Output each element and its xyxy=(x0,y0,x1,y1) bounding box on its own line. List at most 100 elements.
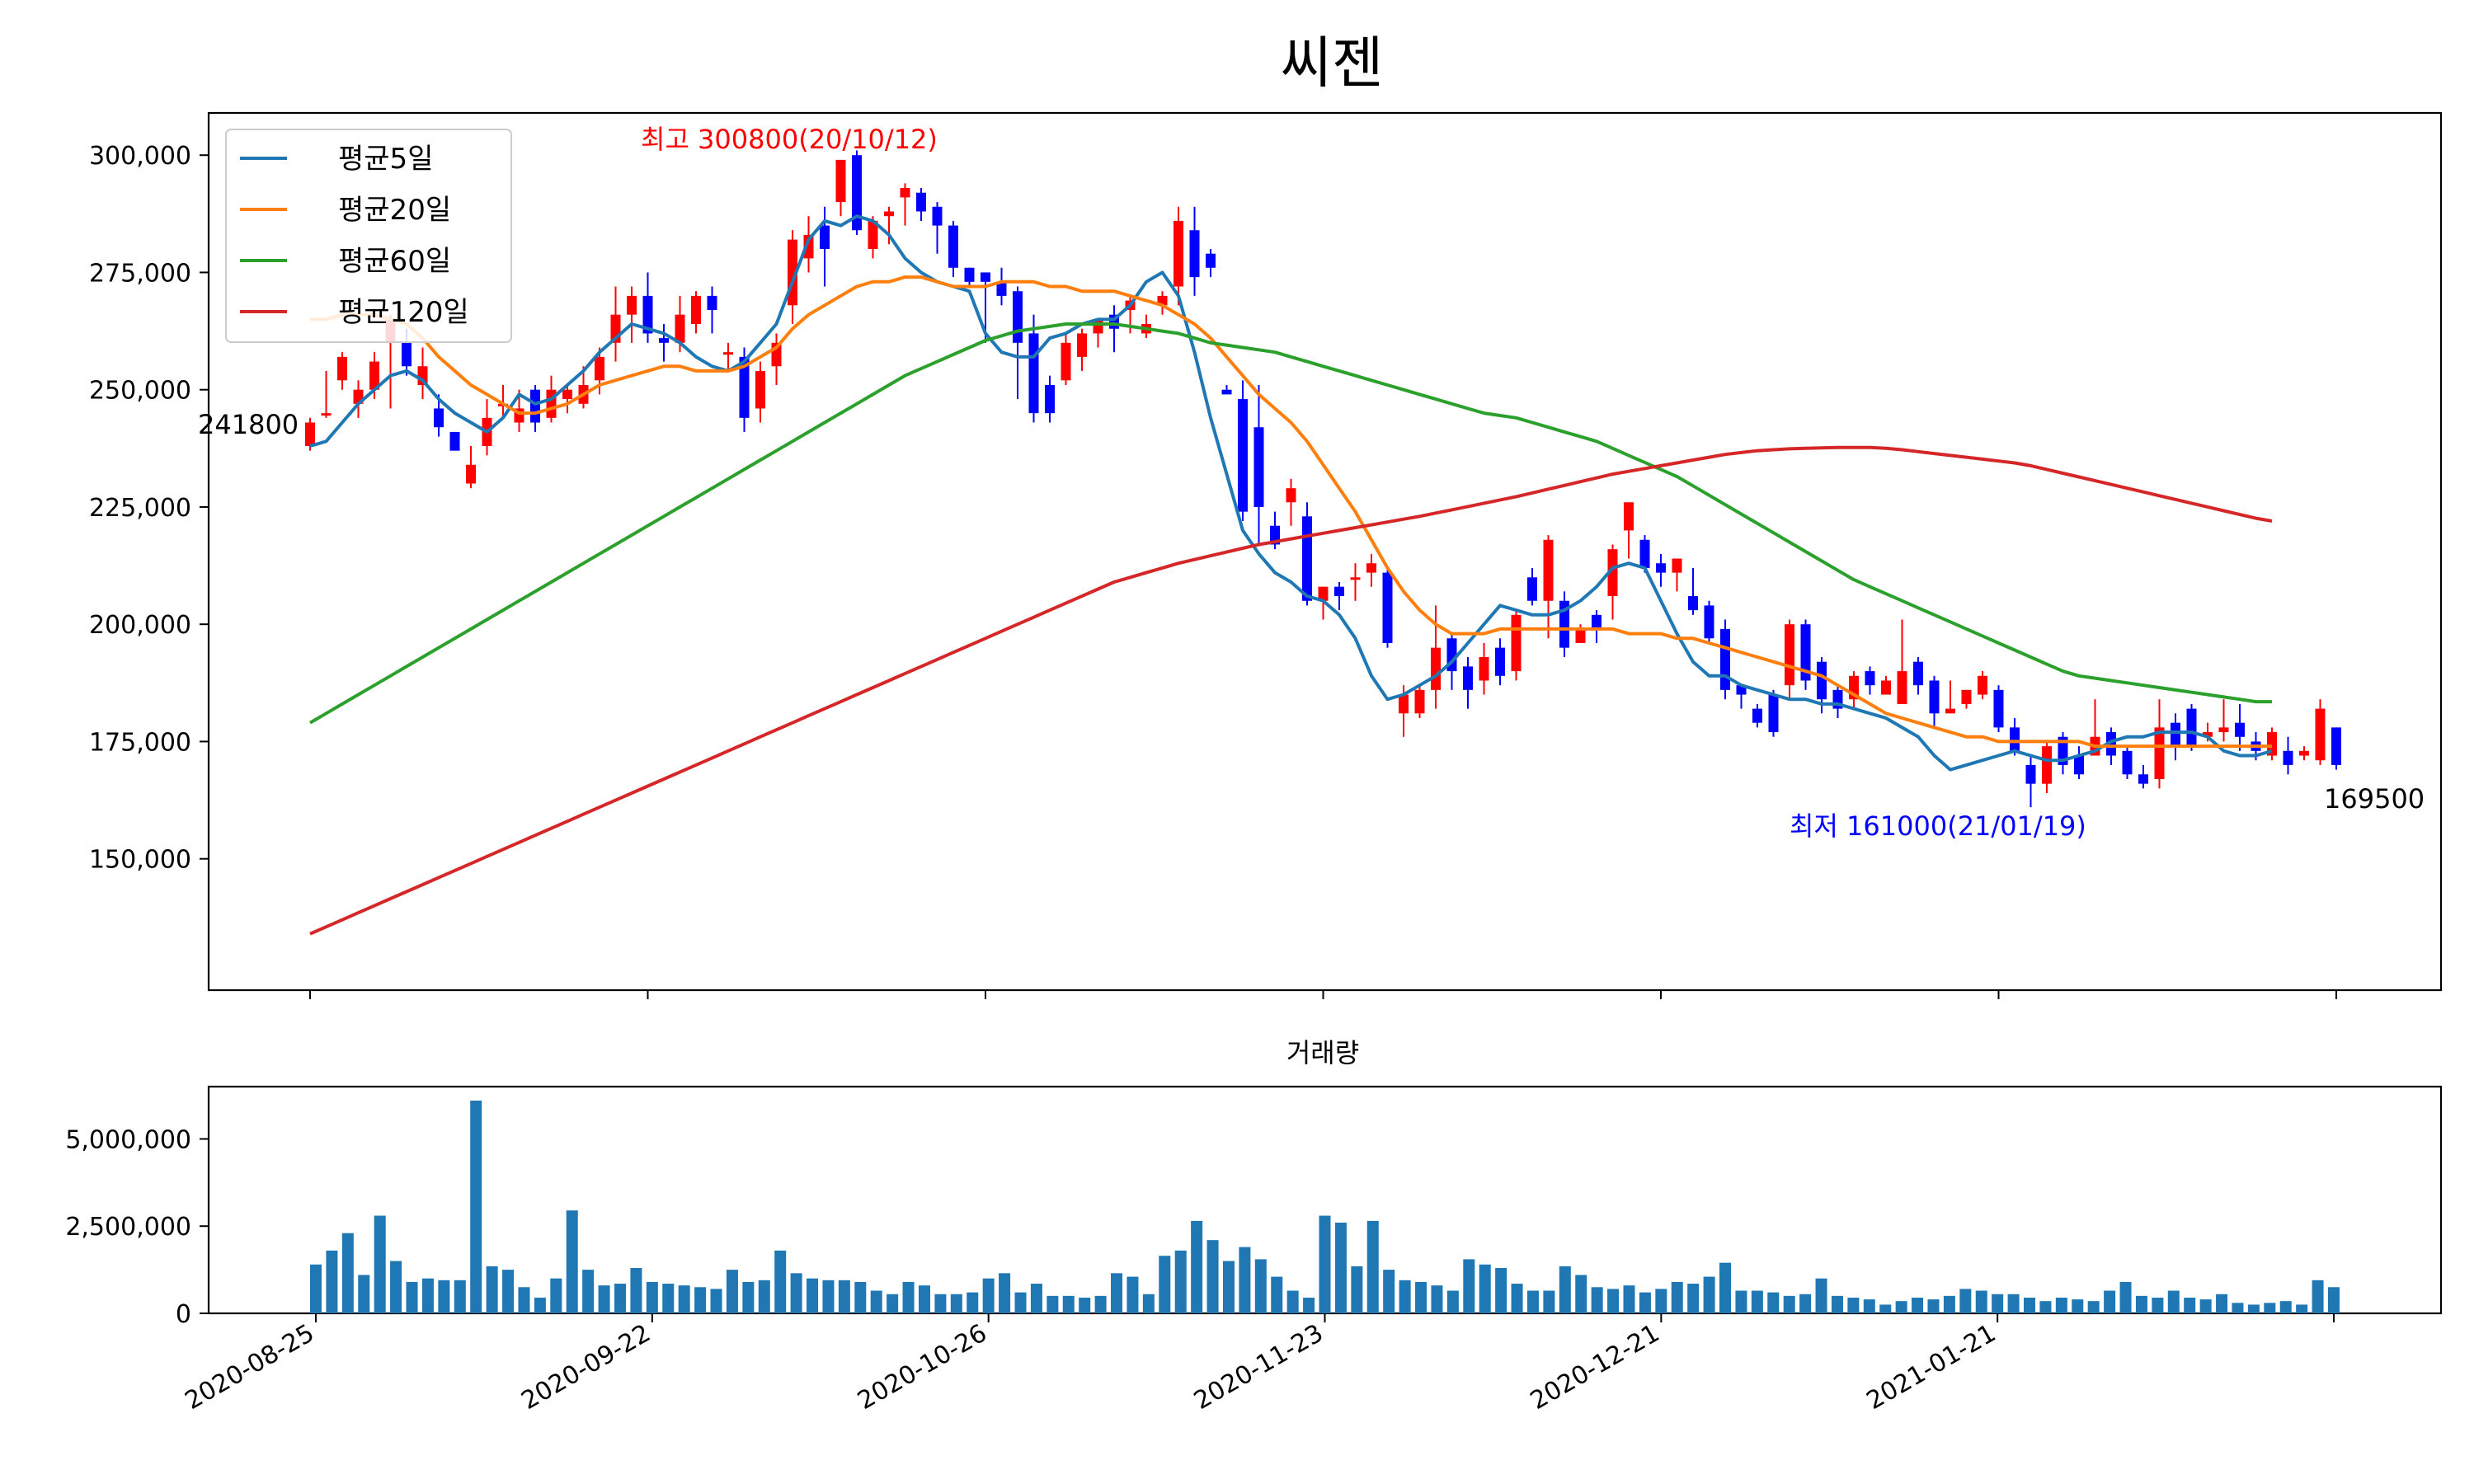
candle-down xyxy=(1334,581,1344,611)
volume-bar xyxy=(2296,1304,2308,1313)
candle-down xyxy=(948,220,958,278)
volume-bar xyxy=(726,1270,738,1313)
candle-body xyxy=(595,356,604,381)
x-tick-label: 2020-08-25 xyxy=(181,1319,319,1416)
volume-y-tick-label: 2,500,000 xyxy=(65,1213,191,1242)
candle-body xyxy=(1366,563,1376,573)
volume-bar xyxy=(1319,1215,1331,1313)
volume-bar xyxy=(1366,1220,1379,1313)
volume-bar xyxy=(1191,1220,1203,1313)
candle-down xyxy=(1720,619,1730,700)
candle-body xyxy=(1607,549,1618,597)
volume-bar xyxy=(550,1278,562,1313)
candle-down xyxy=(1302,502,1312,606)
candle-body xyxy=(852,155,862,231)
volume-bar xyxy=(1030,1284,1042,1313)
volume-bar xyxy=(1142,1294,1155,1313)
volume-bar xyxy=(1351,1266,1363,1313)
volume-bar xyxy=(1495,1268,1507,1313)
volume-bar xyxy=(1062,1295,1075,1313)
candle-body xyxy=(723,352,733,355)
volume-title: 거래량 xyxy=(1286,1037,1359,1068)
candle-body xyxy=(1672,558,1682,573)
candle-up xyxy=(1174,206,1183,306)
volume-bar xyxy=(1399,1280,1411,1313)
volume-bar xyxy=(2072,1299,2084,1313)
volume-bar xyxy=(2247,1304,2260,1313)
candle-body xyxy=(369,361,379,390)
candle-body xyxy=(627,295,637,315)
candle-body xyxy=(2106,732,2116,756)
candle-body xyxy=(1302,516,1312,601)
volume-bar xyxy=(1559,1266,1571,1313)
volume-bar xyxy=(2279,1301,2292,1313)
candle-body xyxy=(1479,657,1489,681)
candle-up xyxy=(1543,535,1554,639)
candle-body xyxy=(1174,220,1183,287)
volume-bar xyxy=(790,1273,802,1313)
candle-down xyxy=(1221,385,1232,395)
candle-body xyxy=(1688,596,1698,611)
candle-body xyxy=(868,220,878,250)
volume-bar xyxy=(1895,1301,1907,1313)
candle-body xyxy=(1817,661,1827,700)
volume-bar xyxy=(1943,1295,1955,1313)
candle-body xyxy=(2299,750,2309,756)
candle-body xyxy=(820,225,830,250)
candle-body xyxy=(2186,708,2197,747)
candle-up xyxy=(610,286,621,362)
candle-up xyxy=(2315,699,2326,765)
volume-bar xyxy=(2264,1303,2276,1313)
volume-bar xyxy=(1222,1261,1235,1313)
volume-bar xyxy=(358,1275,370,1313)
candle-down xyxy=(1865,666,1875,695)
candle-body xyxy=(642,295,653,334)
volume-bar xyxy=(390,1261,402,1313)
ma120-line xyxy=(309,445,2273,936)
volume-bar xyxy=(934,1294,947,1313)
volume-bar xyxy=(1511,1284,1523,1313)
candle-up xyxy=(1077,328,1087,371)
candle-body xyxy=(1768,694,1779,733)
candle-body xyxy=(402,342,412,367)
volume-bar xyxy=(662,1284,675,1313)
x-tick-label: 2021-01-21 xyxy=(1862,1319,2001,1416)
candle-down xyxy=(1736,685,1747,709)
candle-up xyxy=(868,216,878,259)
candle-body xyxy=(1978,675,1987,695)
candle-body xyxy=(1993,689,2004,728)
volume-bar xyxy=(967,1292,979,1313)
candle-body xyxy=(1752,708,1762,723)
volume-bar xyxy=(2167,1290,2180,1313)
candle-body xyxy=(948,225,958,268)
candle-up xyxy=(1881,675,1891,695)
volume-bar xyxy=(1463,1259,1475,1313)
candle-down xyxy=(916,188,926,221)
candle-down xyxy=(1045,375,1055,423)
candle-down xyxy=(1768,689,1779,737)
candle-down xyxy=(964,267,975,287)
legend-box xyxy=(225,129,512,343)
candle-body xyxy=(1929,680,1940,714)
x-tick-label: 2020-11-23 xyxy=(1189,1319,1328,1416)
volume-bar xyxy=(1591,1287,1603,1313)
candle-body xyxy=(1334,586,1344,597)
candle-body xyxy=(1961,689,1972,704)
candle-body xyxy=(1286,488,1296,503)
candle-up xyxy=(1672,558,1682,592)
candle-down xyxy=(1688,567,1698,615)
volume-bar xyxy=(1671,1281,1683,1313)
candle-body xyxy=(1061,342,1071,381)
candle-down xyxy=(2235,703,2245,751)
volume-bar xyxy=(822,1280,835,1313)
price-x-ticks xyxy=(309,990,2337,999)
candle-body xyxy=(981,272,990,282)
candle-body xyxy=(466,464,476,484)
candle-up xyxy=(1318,586,1329,620)
volume-bar xyxy=(2119,1281,2132,1313)
candle-body xyxy=(449,431,460,451)
volume-bar xyxy=(1783,1295,1795,1313)
volume-bar xyxy=(374,1215,386,1313)
volume-bar xyxy=(1047,1295,1059,1313)
